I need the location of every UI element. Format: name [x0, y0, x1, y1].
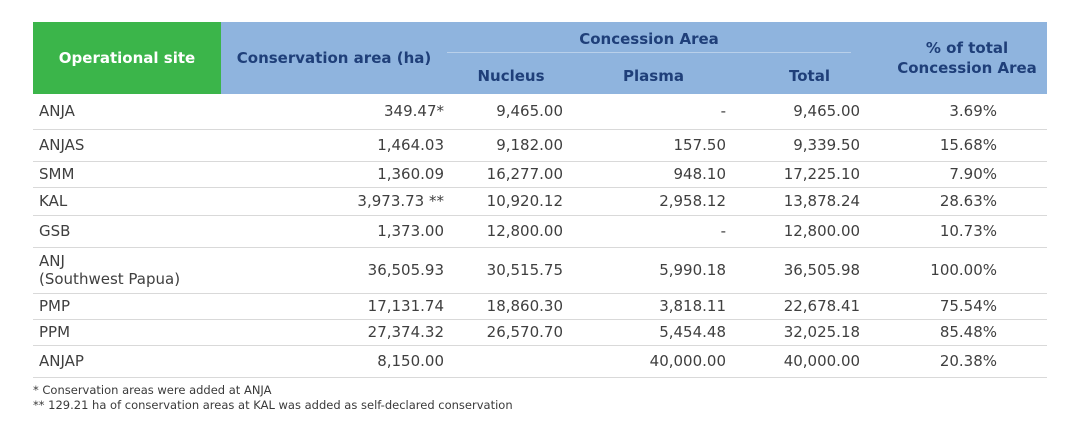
cell-pct: 3.69% [887, 94, 1048, 130]
site-name: SMM [39, 165, 75, 183]
cell-site: PMP [33, 293, 221, 320]
cell-site: ANJ (Southwest Papua) [33, 247, 221, 294]
cell-plasma: 948.10 [575, 161, 732, 188]
site-name: PMP [39, 297, 71, 315]
table-row: PPM 27,374.32 26,570.70 5,454.48 32,025.18 85… [33, 319, 1048, 346]
footnote-kal: ** 129.21 ha of conservation areas at KA… [33, 398, 513, 412]
cell-nucleus: 9,465.00 [447, 94, 575, 130]
cell-conservation: 349.47* [221, 94, 447, 130]
header-operational-site: Operational site [33, 22, 221, 94]
cell-total: 9,465.00 [732, 94, 888, 130]
site-name: ANJ [39, 252, 65, 270]
cell-pct: 75.54% [887, 293, 1048, 320]
cell-plasma: - [575, 215, 732, 248]
cell-plasma: 5,454.48 [575, 319, 732, 346]
site-name: GSB [39, 222, 71, 240]
cell-plasma: 5,990.18 [575, 247, 732, 294]
cell-pct: 85.48% [887, 319, 1048, 346]
header-pct-total: % of total Concession Area [887, 22, 1048, 94]
header-nucleus: Nucleus [447, 57, 575, 94]
cell-nucleus: 16,277.00 [447, 161, 575, 188]
cell-total: 32,025.18 [732, 319, 888, 346]
cell-nucleus: 12,800.00 [447, 215, 575, 248]
cell-plasma: 40,000.00 [575, 345, 732, 378]
table-row: SMM 1,360.09 16,277.00 948.10 17,225.10 7.90% [33, 161, 1048, 188]
cell-pct: 100.00% [887, 247, 1048, 294]
table-row: GSB 1,373.00 12,800.00-12,800.00 10.73% [33, 215, 1048, 248]
table-row: ANJA 349.47* 9,465.00-9,465.00 3.69% [33, 94, 1048, 130]
cell-pct: 20.38% [887, 345, 1048, 378]
cell-plasma: - [575, 94, 732, 130]
cell-conservation: 36,505.93 [221, 247, 447, 294]
cell-conservation: 3,973.73 ** [221, 187, 447, 216]
header-plasma: Plasma [575, 57, 732, 94]
cell-nucleus: 26,570.70 [447, 319, 575, 346]
cell-total: 12,800.00 [732, 215, 888, 248]
cell-pct: 10.73% [887, 215, 1048, 248]
cell-total: 22,678.41 [732, 293, 888, 320]
conservation-table: Operational site Conservation area (ha) … [33, 22, 1048, 378]
cell-site: GSB [33, 215, 221, 248]
site-name: KAL [39, 192, 68, 210]
table-row: KAL 3,973.73 ** 10,920.12 2,958.12 13,878.24… [33, 187, 1048, 216]
cell-nucleus: 30,515.75 [447, 247, 575, 294]
table-row: ANJ (Southwest Papua) 36,505.93 30,515.75 5,… [33, 247, 1048, 294]
cell-conservation: 1,360.09 [221, 161, 447, 188]
cell-site: PPM [33, 319, 221, 346]
site-name: ANJAS [39, 136, 85, 154]
cell-pct: 15.68% [887, 129, 1048, 162]
table-row: PMP 17,131.74 18,860.30 3,818.11 22,678.41 75… [33, 293, 1048, 320]
table-row: ANJAP 8,150.00 40,000.00 40,000.00 20.38% [33, 345, 1048, 378]
cell-plasma: 3,818.11 [575, 293, 732, 320]
header-concession-area-label: Concession Area [447, 30, 852, 53]
cell-pct: 7.90% [887, 161, 1048, 188]
cell-site: ANJAP [33, 345, 221, 378]
site-name: PPM [39, 323, 71, 341]
cell-conservation: 17,131.74 [221, 293, 447, 320]
site-name: ANJA [39, 102, 75, 121]
cell-site: ANJAS [33, 129, 221, 162]
table-header: Operational site Conservation area (ha) … [33, 22, 1048, 94]
cell-site: SMM [33, 161, 221, 188]
cell-site: ANJA [33, 94, 221, 130]
conservation-table-container: Operational site Conservation area (ha) … [33, 22, 1048, 378]
cell-nucleus [447, 345, 575, 378]
cell-plasma: 157.50 [575, 129, 732, 162]
footnote-anja: * Conservation areas were added at ANJA [33, 383, 272, 397]
cell-total: 9,339.50 [732, 129, 888, 162]
cell-conservation: 8,150.00 [221, 345, 447, 378]
table-body: ANJA 349.47* 9,465.00-9,465.00 3.69% ANJAS 1,… [33, 94, 1048, 378]
cell-total: 36,505.98 [732, 247, 888, 294]
cell-conservation: 1,464.03 [221, 129, 447, 162]
cell-nucleus: 10,920.12 [447, 187, 575, 216]
cell-conservation: 27,374.32 [221, 319, 447, 346]
site-subname: (Southwest Papua) [39, 270, 181, 288]
header-concession-area: Concession Area [447, 22, 888, 57]
cell-total: 17,225.10 [732, 161, 888, 188]
header-conservation-area: Conservation area (ha) [221, 22, 447, 94]
cell-total: 13,878.24 [732, 187, 888, 216]
header-total: Total [732, 57, 888, 94]
table-row: ANJAS 1,464.03 9,182.00 157.50 9,339.50 15.68… [33, 129, 1048, 162]
cell-nucleus: 18,860.30 [447, 293, 575, 320]
cell-site: KAL [33, 187, 221, 216]
cell-total: 40,000.00 [732, 345, 888, 378]
site-name: ANJAP [39, 352, 84, 370]
cell-nucleus: 9,182.00 [447, 129, 575, 162]
cell-conservation: 1,373.00 [221, 215, 447, 248]
cell-plasma: 2,958.12 [575, 187, 732, 216]
cell-pct: 28.63% [887, 187, 1048, 216]
footnotes: * Conservation areas were added at ANJA … [33, 383, 513, 413]
